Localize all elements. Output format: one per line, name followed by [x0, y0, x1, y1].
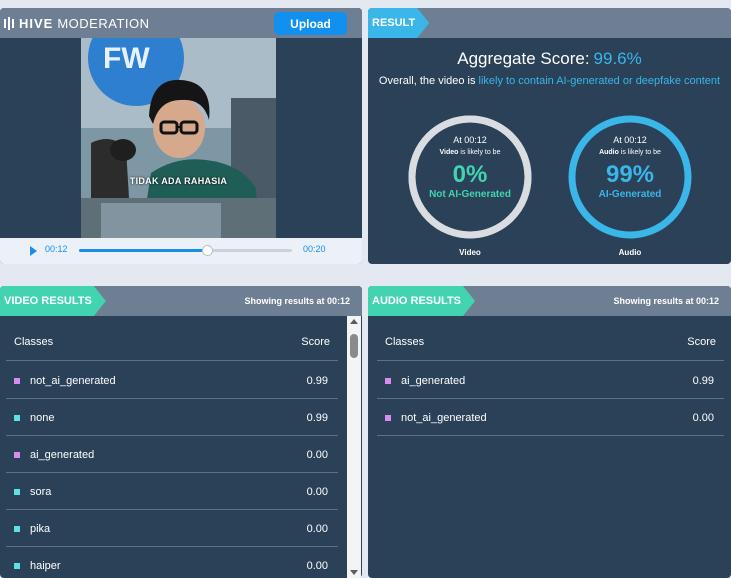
- table-row: ai_generated 0.00: [6, 436, 338, 473]
- video-frame[interactable]: FW TIDAK ADA RAHASIA: [81, 38, 276, 238]
- class-color-swatch: [385, 415, 391, 421]
- class-color-swatch: [14, 489, 20, 495]
- video-ring-likely: Video is likely to be: [439, 149, 501, 156]
- media-header: HIVE MODERATION Upload: [0, 8, 362, 38]
- seek-bar-progress: [79, 249, 207, 252]
- class-name: not_ai_generated: [30, 375, 116, 387]
- class-name: sora: [30, 486, 52, 498]
- col-classes: Classes: [14, 336, 54, 348]
- brand-primary: HIVE: [19, 15, 54, 31]
- video-thumbnail-image: FW: [81, 38, 276, 238]
- col-classes: Classes: [385, 336, 425, 348]
- video-results-table-header: Classes Score: [6, 316, 338, 361]
- brand-secondary: MODERATION: [57, 15, 150, 31]
- video-ring-time: At 00:12: [453, 135, 487, 145]
- class-name: ai_generated: [401, 375, 466, 387]
- video-results-header: VIDEO RESULTS Showing results at 00:12: [0, 286, 362, 316]
- class-name: haiper: [30, 560, 61, 572]
- table-row: none 0.99: [6, 399, 338, 436]
- scroll-thumb[interactable]: [350, 334, 358, 358]
- table-row: not_ai_generated 0.99: [6, 362, 338, 399]
- media-panel: HIVE MODERATION Upload FW TIDAK ADA RAHA…: [0, 8, 362, 264]
- play-icon[interactable]: [30, 246, 37, 256]
- result-panel: RESULT Aggregate Score: 99.6% Overall, th…: [368, 8, 731, 264]
- audio-ring-likely: Audio is likely to be: [599, 149, 661, 156]
- class-score: 0.00: [306, 486, 328, 498]
- audio-results-table-header: Classes Score: [377, 316, 724, 361]
- aggregate-label: Aggregate Score:: [457, 49, 590, 68]
- video-ring-arc: [408, 115, 532, 239]
- video-caption: TIDAK ADA RAHASIA: [129, 176, 228, 186]
- scroll-up-arrow-icon[interactable]: [350, 319, 358, 324]
- table-row: pika 0.00: [6, 510, 338, 547]
- table-row: ai_generated 0.99: [377, 362, 724, 399]
- class-score: 0.00: [306, 560, 328, 572]
- class-color-swatch: [385, 378, 391, 384]
- class-name: none: [30, 412, 55, 424]
- video-ring-percent: 0%: [452, 161, 488, 188]
- result-summary: Overall, the video is likely to contain …: [368, 73, 731, 89]
- table-row: not_ai_generated 0.00: [377, 399, 724, 436]
- class-score: 0.00: [692, 412, 714, 424]
- audio-results-panel: AUDIO RESULTS Showing results at 00:12 C…: [368, 286, 731, 578]
- class-score: 0.99: [306, 375, 328, 387]
- aggregate-score: Aggregate Score: 99.6%: [368, 49, 731, 69]
- video-results-scrollbar[interactable]: [347, 316, 361, 578]
- audio-ring-verdict: AI-Generated: [598, 189, 662, 200]
- summary-prefix: Overall, the video is: [378, 75, 479, 87]
- video-ring-verdict: Not AI-Generated: [429, 189, 511, 200]
- duration: 00:20: [303, 244, 326, 254]
- seek-bar[interactable]: [79, 249, 292, 252]
- class-color-swatch: [14, 415, 20, 421]
- aggregate-value: 99.6%: [593, 49, 642, 68]
- col-score: Score: [687, 336, 716, 348]
- class-name: pika: [30, 523, 51, 535]
- class-score: 0.00: [306, 449, 328, 461]
- class-color-swatch: [14, 563, 20, 569]
- hive-logo: HIVE MODERATION: [4, 8, 150, 38]
- seek-handle[interactable]: [201, 245, 213, 256]
- video-ring-label: Video: [459, 248, 481, 257]
- class-color-swatch: [14, 526, 20, 532]
- result-header: RESULT: [368, 8, 731, 38]
- class-score: 0.99: [692, 375, 714, 387]
- current-time: 00:12: [45, 244, 68, 254]
- audio-score-ring: At 00:12 Audio is likely to be 99% AI-Ge…: [566, 113, 694, 241]
- class-color-swatch: [14, 378, 20, 384]
- class-score: 0.99: [306, 412, 328, 424]
- table-row: haiper 0.00: [6, 547, 338, 578]
- audio-ring-time: At 00:12: [613, 135, 647, 145]
- video-results-panel: VIDEO RESULTS Showing results at 00:12 C…: [0, 286, 362, 578]
- scroll-down-arrow-icon[interactable]: [350, 570, 358, 575]
- audio-results-showing: Showing results at 00:12: [613, 296, 719, 306]
- audio-ring-label: Audio: [618, 248, 642, 257]
- video-results-showing: Showing results at 00:12: [244, 296, 350, 306]
- class-color-swatch: [14, 452, 20, 458]
- audio-results-header: AUDIO RESULTS Showing results at 00:12: [368, 286, 731, 316]
- table-row: sora 0.00: [6, 473, 338, 510]
- audio-ring-arc: [568, 115, 692, 239]
- result-tag: RESULT: [368, 8, 429, 38]
- upload-button[interactable]: Upload: [274, 12, 347, 35]
- class-score: 0.00: [306, 523, 328, 535]
- video-score-ring: At 00:12 Video is likely to be 0% Not AI…: [406, 113, 534, 241]
- hive-logo-icon: [4, 16, 14, 30]
- video-player-controls: 00:12 00:20: [0, 238, 362, 264]
- audio-results-tag: AUDIO RESULTS: [368, 286, 475, 316]
- col-score: Score: [301, 336, 330, 348]
- fw-watermark: FW: [103, 42, 150, 75]
- summary-highlight: likely to contain AI-generated or deepfa…: [478, 75, 721, 87]
- class-name: ai_generated: [30, 449, 95, 461]
- audio-ring-percent: 99%: [605, 161, 655, 188]
- video-results-tag: VIDEO RESULTS: [0, 286, 106, 316]
- class-name: not_ai_generated: [401, 412, 487, 424]
